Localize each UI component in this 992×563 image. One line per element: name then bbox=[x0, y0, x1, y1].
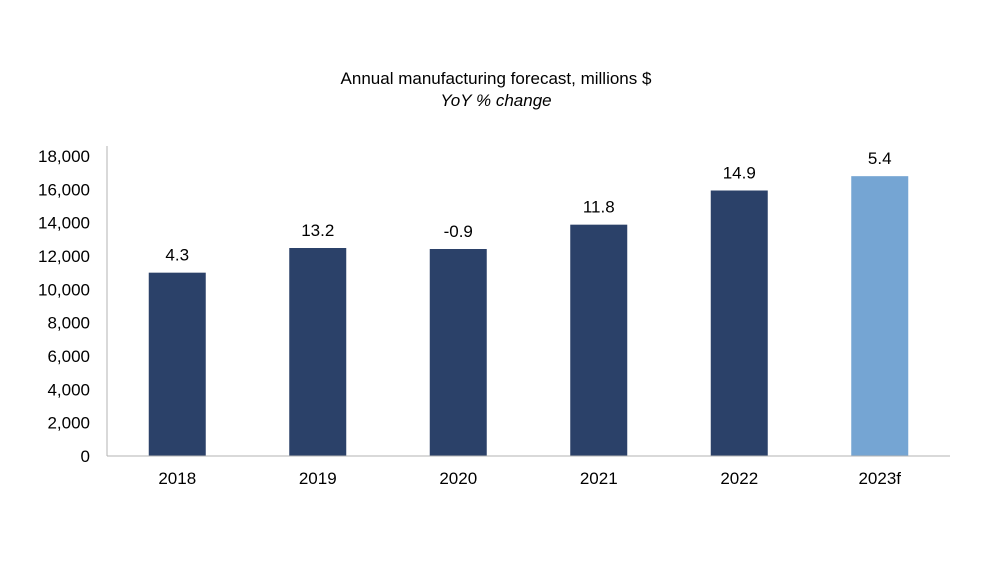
data-label-2022: 14.9 bbox=[723, 164, 756, 183]
y-tick-label: 14,000 bbox=[38, 214, 90, 233]
y-tick-label: 10,000 bbox=[38, 280, 90, 299]
chart-title: Annual manufacturing forecast, millions … bbox=[341, 69, 652, 88]
bar-2021 bbox=[570, 224, 628, 456]
x-axis: 2018 2019 2020 2021 2022 2023f bbox=[107, 455, 950, 488]
y-tick-label: 8,000 bbox=[47, 314, 90, 333]
x-tick-label-2018: 2018 bbox=[158, 469, 196, 488]
y-tick-label: 6,000 bbox=[47, 347, 90, 366]
x-tick-label-2022: 2022 bbox=[720, 469, 758, 488]
data-label-2023f: 5.4 bbox=[868, 149, 892, 168]
x-tick-label-2020: 2020 bbox=[439, 469, 477, 488]
y-tick-label: 4,000 bbox=[47, 380, 90, 399]
bar-2018 bbox=[148, 272, 206, 456]
bar-2022 bbox=[710, 190, 768, 456]
bar-2019 bbox=[289, 248, 347, 456]
bars-group: 4.3 13.2 -0.9 11.8 14.9 5.4 bbox=[148, 149, 909, 456]
data-label-2018: 4.3 bbox=[165, 246, 189, 265]
bar-2023f bbox=[851, 176, 909, 456]
y-tick-label: 2,000 bbox=[47, 414, 90, 433]
x-tick-label-2023f: 2023f bbox=[858, 469, 901, 488]
y-tick-label: 18,000 bbox=[38, 147, 90, 166]
y-tick-label: 16,000 bbox=[38, 180, 90, 199]
data-label-2019: 13.2 bbox=[301, 221, 334, 240]
data-label-2021: 11.8 bbox=[583, 198, 615, 217]
bar-2020 bbox=[429, 249, 487, 456]
data-label-2020: -0.9 bbox=[444, 222, 473, 241]
y-tick-label: 12,000 bbox=[38, 247, 90, 266]
y-tick-label: 0 bbox=[81, 447, 90, 466]
x-tick-label-2019: 2019 bbox=[299, 469, 337, 488]
chart-subtitle: YoY % change bbox=[440, 91, 551, 110]
y-axis: 0 2,000 4,000 6,000 8,000 10,000 12,000 14,000 1… bbox=[38, 146, 108, 466]
x-tick-label-2021: 2021 bbox=[580, 469, 618, 488]
